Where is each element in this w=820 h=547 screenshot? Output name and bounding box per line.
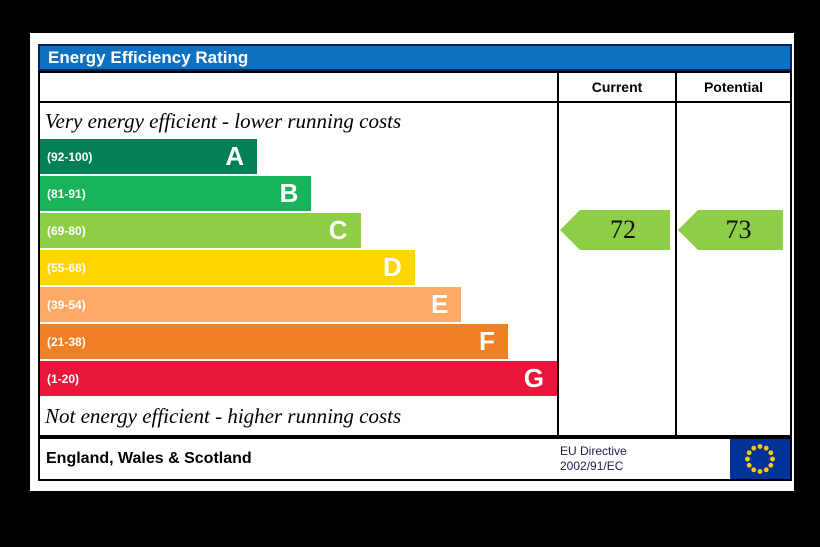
current-header-label: Current xyxy=(591,79,643,95)
eu-flag-star xyxy=(763,467,769,473)
band-range-label: (55-68) xyxy=(47,260,86,275)
current-rating-arrow: 72 xyxy=(560,210,670,250)
band-range-label: (21-38) xyxy=(47,334,86,349)
band-bar-d: (55-68) D xyxy=(40,250,415,285)
potential-column: Potential 73 xyxy=(675,73,790,435)
potential-rating-arrow: 73 xyxy=(678,210,783,250)
bottom-note: Not energy efficient - higher running co… xyxy=(45,404,402,428)
eu-flag-star xyxy=(746,462,752,468)
top-note: Very energy efficient - lower running co… xyxy=(45,109,402,133)
rating-table: Very energy efficient - lower running co… xyxy=(38,71,792,437)
header-cell-bands xyxy=(40,73,557,103)
footer-bar: England, Wales & Scotland EU Directive 2… xyxy=(38,437,792,481)
directive-line-2: 2002/91/EC xyxy=(560,459,624,473)
band-bar-f: (21-38) F xyxy=(40,324,508,359)
potential-rating-value: 73 xyxy=(725,215,752,244)
eu-flag-star xyxy=(745,456,750,462)
potential-column-body: 73 xyxy=(677,103,790,435)
band-letter: D xyxy=(383,252,402,282)
band-letter: B xyxy=(279,178,299,208)
eu-flag xyxy=(730,439,790,479)
band-range-label: (81-91) xyxy=(47,186,86,201)
band-letter: E xyxy=(431,289,449,319)
eu-directive-text: EU Directive 2002/91/EC xyxy=(560,439,730,479)
band-letter: C xyxy=(328,215,348,245)
eu-flag-star xyxy=(757,469,763,474)
bands-body: Very energy efficient - lower running co… xyxy=(40,103,557,435)
eu-flag-icon xyxy=(730,439,790,479)
band-bar-e: (39-54) E xyxy=(40,287,462,322)
band-bar-a: (92-100) A xyxy=(40,139,258,174)
band-range-label: (39-54) xyxy=(47,297,86,312)
current-column-body: 72 xyxy=(559,103,675,435)
band-letter: A xyxy=(225,141,245,171)
region-label: England, Wales & Scotland xyxy=(46,450,252,467)
band-range-label: (92-100) xyxy=(47,149,93,164)
current-rating-value: 72 xyxy=(610,215,636,244)
eu-flag-star xyxy=(757,444,763,449)
directive-line-1: EU Directive xyxy=(560,444,627,458)
bands-column: Very energy efficient - lower running co… xyxy=(40,73,557,435)
eu-flag-star xyxy=(751,467,757,473)
band-range-label: (1-20) xyxy=(47,371,80,386)
header-cell-potential: Potential xyxy=(677,73,790,103)
eu-flag-star xyxy=(751,445,757,451)
band-bar-g: (1-20) G xyxy=(40,361,557,396)
band-letter: F xyxy=(478,326,495,356)
header-cell-current: Current xyxy=(559,73,675,103)
eu-flag-star xyxy=(770,456,775,462)
band-range-label: (69-80) xyxy=(47,223,86,238)
title-bar: Energy Efficiency Rating xyxy=(38,44,792,71)
page-title: Energy Efficiency Rating xyxy=(48,48,249,67)
eu-flag-star xyxy=(763,445,769,451)
energy-rating-panel: Energy Efficiency Rating Very energy eff… xyxy=(30,33,794,491)
eu-flag-star xyxy=(746,450,752,456)
band-bar-b: (81-91) B xyxy=(40,176,312,211)
band-bar-c: (69-80) C xyxy=(40,213,361,248)
eu-flag-star xyxy=(768,450,774,456)
eu-flag-star xyxy=(768,462,774,468)
current-column: Current 72 xyxy=(557,73,675,435)
band-letter: G xyxy=(523,363,544,393)
potential-header-label: Potential xyxy=(703,79,764,95)
